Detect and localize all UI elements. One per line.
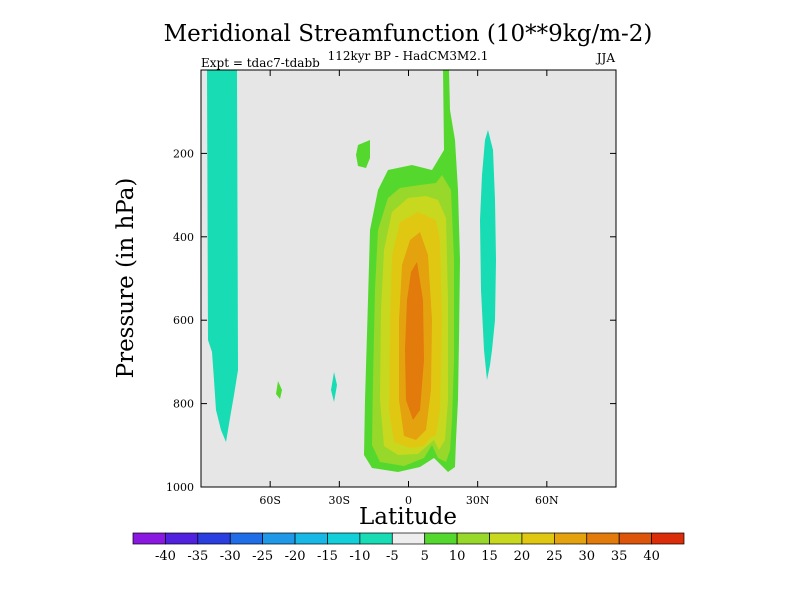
y-axis-label: Pressure (in hPa) <box>113 178 139 379</box>
colorbar-swatch <box>229 532 263 545</box>
colorbar-swatch <box>262 532 296 545</box>
colorbar-label: 10 <box>449 549 466 564</box>
colorbar-swatch <box>327 532 361 545</box>
y-tick-label: 600 <box>173 314 194 327</box>
colorbar-label: 35 <box>611 549 628 564</box>
tropical-cell-level-30 <box>405 262 424 420</box>
colorbar-label: 20 <box>514 549 531 564</box>
small-positive-patch-west <box>276 381 282 399</box>
small-positive-patch-upper <box>356 140 370 168</box>
colorbar-swatch <box>618 532 652 545</box>
y-tick-label: 800 <box>173 398 194 411</box>
colorbar-label: -40 <box>155 549 176 564</box>
x-tick-label: 60S <box>259 494 281 507</box>
colorbar-label: -20 <box>285 549 306 564</box>
y-axis-ticks: 200 400 600 800 1000 <box>166 147 616 494</box>
plot-area <box>200 69 617 488</box>
colorbar-swatch <box>391 532 426 545</box>
colorbar-swatch <box>165 532 199 545</box>
colorbar: -40 -35 -30 -25 -20 -15 -10 -5 5 10 15 20 25 30 35 40 <box>132 532 685 564</box>
y-tick-label: 1000 <box>166 481 194 494</box>
colorbar-swatch <box>554 532 588 545</box>
colorbar-swatch <box>359 532 393 545</box>
colorbar-label: 40 <box>643 549 660 564</box>
colorbar-swatch <box>197 532 231 545</box>
colorbar-label: 30 <box>578 549 595 564</box>
y-tick-label: 200 <box>173 147 194 160</box>
x-tick-label: 60N <box>535 494 559 507</box>
x-axis-ticks: 60S 30S 0 30N 60N <box>259 70 559 507</box>
colorbar-label: -15 <box>317 549 338 564</box>
experiment-label: Expt = tdac7-tdabb <box>201 56 320 70</box>
colorbar-swatch <box>132 532 166 545</box>
colorbar-label: 15 <box>481 549 498 564</box>
chart-title: Meridional Streamfunction (10**9kg/m-2) <box>164 21 653 47</box>
x-axis-label: Latitude <box>359 504 457 530</box>
chart-subtitle: 112kyr BP - HadCM3M2.1 <box>328 49 489 63</box>
x-tick-label: 30S <box>329 494 351 507</box>
season-label: JJA <box>595 51 616 65</box>
x-tick-label: 0 <box>405 494 412 507</box>
colorbar-label: -30 <box>220 549 241 564</box>
sh-negative-cell <box>207 70 238 442</box>
small-negative-patch-mid <box>331 372 337 402</box>
colorbar-label: 5 <box>421 549 429 564</box>
colorbar-label: -25 <box>252 549 273 564</box>
x-tick-label: 30N <box>466 494 490 507</box>
colorbar-swatch <box>294 532 328 545</box>
colorbar-swatch <box>456 532 490 545</box>
colorbar-label: -35 <box>187 549 208 564</box>
y-tick-label: 400 <box>173 231 194 244</box>
colorbar-label: -10 <box>349 549 370 564</box>
colorbar-label: -5 <box>386 549 399 564</box>
colorbar-swatch <box>424 532 458 545</box>
colorbar-label: 25 <box>546 549 563 564</box>
colorbar-swatch <box>489 532 523 545</box>
nh-negative-cell <box>480 130 496 380</box>
colorbar-swatch <box>586 532 620 545</box>
colorbar-swatch <box>521 532 555 545</box>
colorbar-swatch <box>651 532 685 545</box>
